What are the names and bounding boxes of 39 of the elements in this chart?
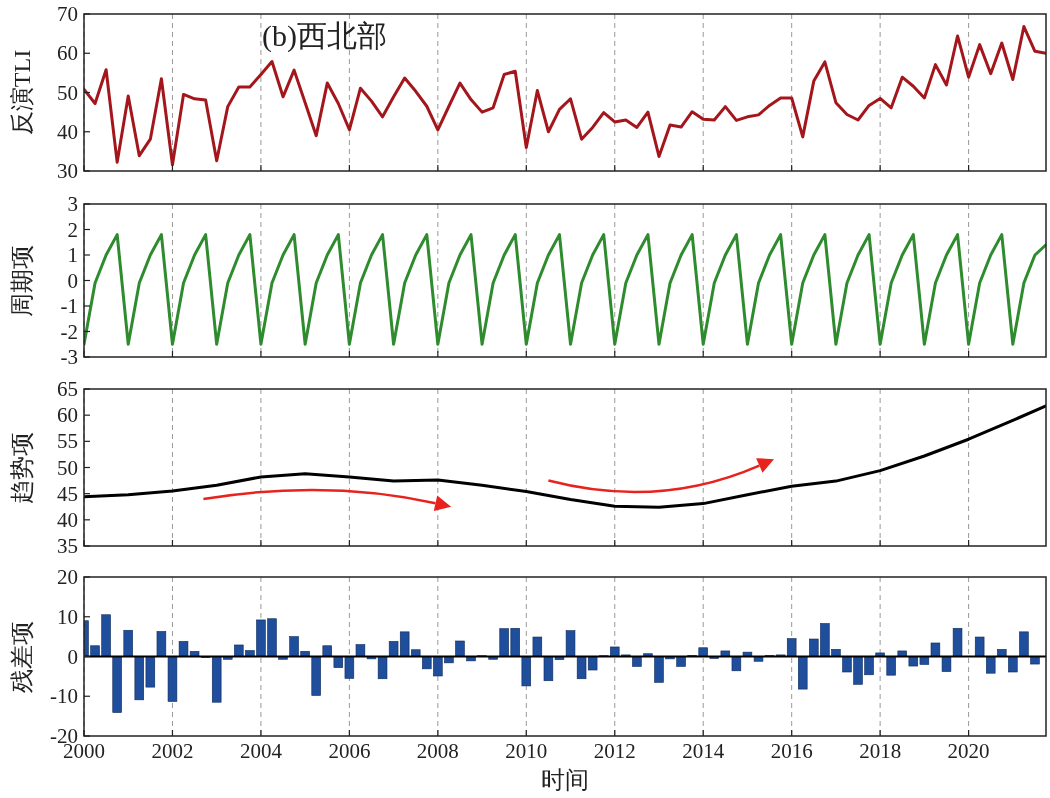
- y-tick-label: 55: [57, 429, 78, 454]
- y-tick-label: 35: [57, 534, 78, 558]
- y-tick-label: 3: [67, 192, 78, 216]
- y-tick-label: 40: [57, 119, 78, 144]
- x-tick-label: 2020: [947, 739, 990, 763]
- x-tick-label: 2012: [593, 739, 636, 763]
- y-tick-label: 60: [57, 41, 78, 66]
- x-tick-label: 2004: [239, 739, 283, 763]
- x-tick-label: 2010: [505, 739, 548, 763]
- y-tick-label: 70: [57, 2, 78, 26]
- x-tick-label: 2016: [770, 739, 813, 763]
- y-tick-label: 2: [67, 217, 78, 242]
- y-axis-title: 周期项: [9, 244, 35, 317]
- y-tick-label: 50: [57, 455, 78, 480]
- y-tick-label: -3: [60, 345, 78, 369]
- y-tick-label: 40: [57, 507, 78, 532]
- y-tick-label: 45: [57, 481, 78, 506]
- y-axis-title: 残差项: [9, 620, 35, 693]
- y-tick-label: 0: [67, 644, 78, 669]
- y-tick-label: 60: [57, 403, 78, 428]
- y-tick-label: -1: [60, 294, 78, 318]
- x-tick-label: 2002: [151, 739, 194, 763]
- x-tick-label: 2014: [682, 739, 725, 763]
- x-tick-label: 2018: [859, 739, 902, 763]
- y-tick-label: -2: [60, 319, 78, 344]
- y-axis-title: 趋势项: [9, 431, 35, 504]
- y-tick-label: 10: [57, 604, 78, 629]
- y-tick-label: 1: [67, 243, 78, 267]
- y-tick-label: 50: [57, 80, 78, 105]
- y-tick-label: 65: [57, 377, 78, 401]
- chart-title: (b)西北部: [262, 19, 387, 53]
- x-tick-label: 2008: [416, 739, 459, 763]
- y-axis-title: 反演TLI: [9, 49, 35, 136]
- x-axis-title: 时间: [541, 767, 589, 793]
- y-tick-label: 20: [57, 565, 78, 589]
- y-tick-label: 0: [67, 268, 78, 293]
- y-tick-label: 30: [57, 159, 78, 183]
- x-tick-label: 2006: [328, 739, 371, 763]
- y-tick-label: -10: [50, 684, 78, 709]
